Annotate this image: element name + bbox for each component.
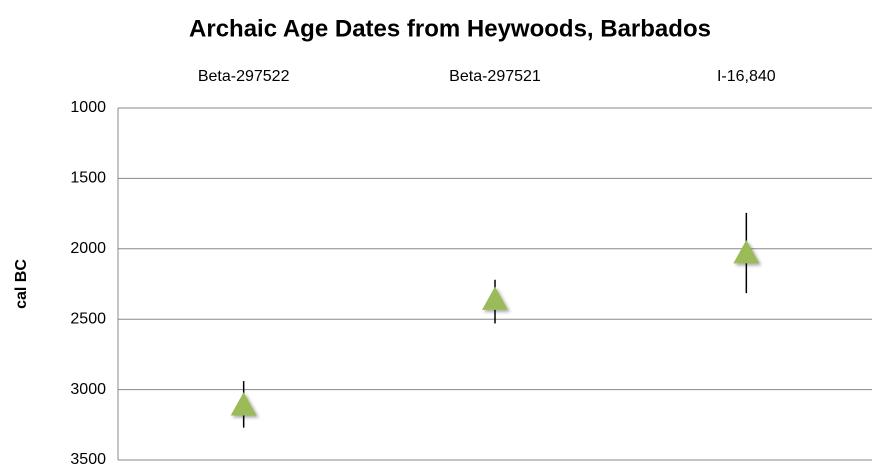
x-tick-label: Beta-297522 (198, 68, 290, 85)
marker (733, 240, 760, 264)
y-tick-label: 2000 (70, 240, 106, 257)
marker (482, 286, 508, 310)
y-tick-label: 1500 (70, 170, 106, 187)
x-tick-label: Beta-297521 (449, 68, 541, 85)
chart-title: Archaic Age Dates from Heywoods, Barbado… (189, 15, 711, 42)
y-tick-label: 3500 (70, 451, 106, 468)
y-tick-label: 3000 (70, 381, 106, 398)
x-tick-label: I-16,840 (717, 68, 776, 85)
y-axis-title: cal BC (13, 259, 30, 309)
y-tick-label: 2500 (70, 310, 106, 327)
marker (230, 392, 257, 416)
y-tick-label: 1000 (70, 99, 106, 116)
